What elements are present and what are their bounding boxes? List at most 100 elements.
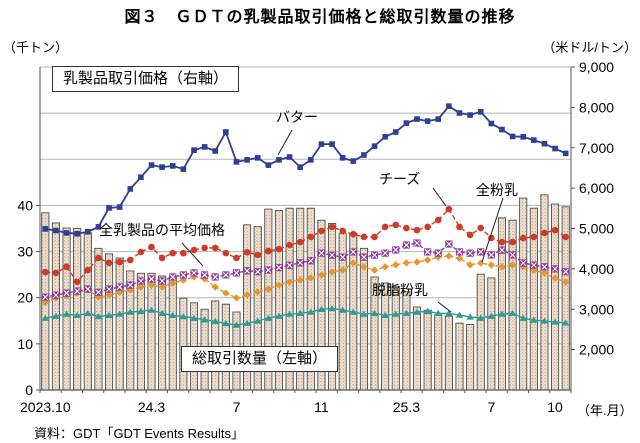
tick-label: 0 bbox=[25, 382, 33, 398]
circle-marker bbox=[211, 244, 219, 252]
triangle-marker bbox=[455, 311, 464, 318]
xsquare-cross bbox=[435, 250, 442, 257]
circle-marker bbox=[137, 248, 145, 256]
triangle-marker bbox=[392, 310, 400, 317]
tick-label: 5,000 bbox=[579, 221, 614, 237]
diamond-marker bbox=[317, 271, 326, 279]
series-脱脂粉乳 bbox=[41, 304, 570, 328]
volume-bar bbox=[444, 315, 453, 391]
circle-marker bbox=[349, 230, 357, 238]
triangle-marker bbox=[434, 309, 442, 316]
diamond-marker bbox=[508, 261, 517, 269]
tick-label: 4,000 bbox=[579, 261, 614, 277]
tick-label: 24.3 bbox=[138, 399, 165, 415]
xsquare-cross bbox=[63, 290, 70, 297]
chart-title: 図３ ＧＤＴの乳製品取引価格と総取引数量の推移 bbox=[124, 9, 516, 26]
square-marker bbox=[233, 159, 240, 165]
xsquare-cross bbox=[414, 240, 420, 247]
volume-bar bbox=[455, 322, 464, 391]
circle-marker bbox=[371, 233, 378, 241]
tick-label: 8,000 bbox=[579, 99, 614, 115]
volume-bar bbox=[381, 282, 390, 391]
xsquare-cross bbox=[339, 254, 346, 261]
xsquare-cross bbox=[477, 248, 484, 255]
square-marker bbox=[414, 116, 420, 122]
triangle-marker bbox=[487, 312, 496, 319]
triangle-marker bbox=[179, 313, 188, 320]
square-marker bbox=[74, 230, 80, 237]
xsquare-cross bbox=[318, 250, 325, 257]
triangle-marker bbox=[498, 310, 506, 317]
circle-marker bbox=[456, 223, 463, 231]
series-チーズ bbox=[42, 205, 569, 286]
circle-marker bbox=[73, 278, 81, 286]
xsquare-cross bbox=[467, 250, 474, 257]
circle-marker bbox=[434, 216, 442, 224]
tick-label: 10 bbox=[17, 336, 33, 352]
xsquare-cross bbox=[265, 267, 272, 274]
xsquare-cross bbox=[541, 263, 548, 270]
square-marker bbox=[116, 204, 123, 210]
triangle-marker bbox=[285, 310, 294, 317]
xsquare-cross bbox=[95, 289, 102, 296]
diamond-marker bbox=[147, 281, 156, 289]
square-marker bbox=[148, 162, 155, 168]
source-note: 資料：GDT「GDT Events Results」 bbox=[34, 426, 244, 441]
xsquare-cross bbox=[275, 264, 282, 271]
diamond-marker bbox=[275, 281, 283, 289]
volume-bar bbox=[147, 272, 156, 391]
square-marker bbox=[329, 141, 335, 147]
xsquare-cross bbox=[488, 251, 495, 258]
volume-bar bbox=[73, 228, 82, 391]
volume-bar bbox=[476, 273, 485, 391]
xsquare-cross bbox=[371, 252, 378, 259]
circle-marker bbox=[190, 246, 198, 254]
circle-marker bbox=[243, 249, 251, 256]
volume-bar bbox=[508, 219, 517, 391]
circle-marker bbox=[541, 229, 548, 237]
diamond-marker bbox=[232, 294, 241, 302]
diamond-marker bbox=[423, 256, 432, 264]
axis-ticks bbox=[36, 66, 575, 393]
diamond-marker bbox=[540, 269, 549, 277]
diamond-marker bbox=[413, 258, 421, 266]
volume-bar bbox=[51, 222, 60, 391]
annotation-leader-line bbox=[437, 301, 452, 313]
cheese-series-label: チーズ bbox=[379, 171, 421, 187]
xsquare-cross bbox=[307, 257, 314, 264]
square-marker bbox=[254, 155, 261, 161]
circle-marker bbox=[42, 268, 49, 276]
square-marker bbox=[531, 137, 537, 143]
volume-bar bbox=[179, 297, 188, 391]
series-全乳製品の平均価格 bbox=[41, 239, 570, 301]
tick-label: 11 bbox=[314, 399, 329, 415]
triangle-marker bbox=[254, 317, 262, 324]
price-axis-callout: 乳製品取引価格（右軸） bbox=[52, 66, 240, 92]
square-marker bbox=[499, 126, 505, 133]
circle-marker bbox=[180, 249, 187, 257]
square-marker bbox=[403, 120, 410, 126]
diamond-marker bbox=[466, 261, 474, 269]
square-marker bbox=[42, 226, 49, 232]
triangle-marker bbox=[84, 309, 92, 316]
triangle-marker bbox=[360, 310, 368, 317]
triangle-marker bbox=[275, 312, 283, 319]
diamond-marker bbox=[254, 288, 262, 296]
circle-marker bbox=[328, 223, 336, 231]
triangle-marker bbox=[147, 306, 156, 313]
xsquare-cross bbox=[254, 268, 261, 275]
circle-marker bbox=[424, 223, 431, 231]
circle-marker bbox=[84, 266, 92, 274]
circle-marker bbox=[201, 244, 208, 252]
right-axis-unit: （米ドル/トン） bbox=[542, 40, 637, 55]
xsquare-cross bbox=[392, 246, 399, 253]
triangle-marker bbox=[232, 321, 241, 328]
circle-marker bbox=[233, 254, 240, 262]
volume-bar bbox=[434, 314, 443, 391]
volume-bar bbox=[412, 306, 422, 391]
circle-marker bbox=[52, 269, 60, 277]
volume-bar bbox=[402, 291, 411, 391]
xsquare-cross bbox=[552, 265, 559, 272]
